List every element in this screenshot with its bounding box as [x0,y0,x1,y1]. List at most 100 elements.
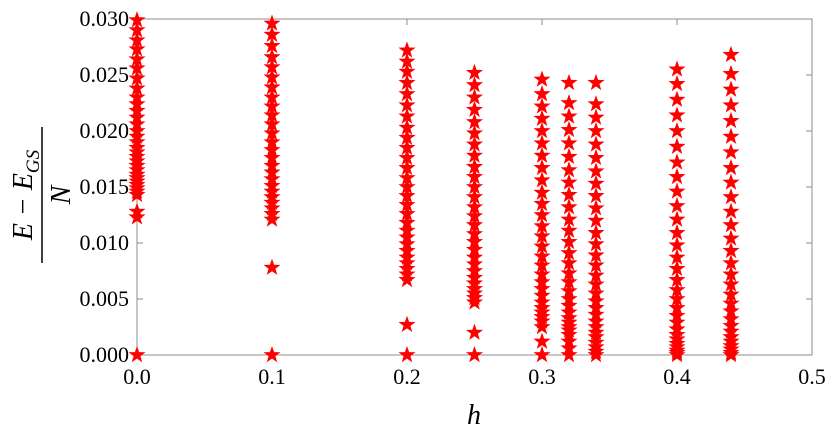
data-point [587,323,605,340]
data-point [587,328,605,345]
data-point [398,235,416,252]
data-point [465,268,484,285]
data-point [263,48,281,65]
data-point [263,97,281,114]
data-point [128,346,146,363]
data-point [533,273,551,290]
data-point [668,106,686,123]
data-point [398,52,416,69]
data-point [560,134,578,151]
data-point [722,265,740,282]
y-tick-label: 0.010 [80,230,130,255]
data-point [128,138,146,156]
data-point [128,152,146,169]
data-point [128,11,146,28]
data-point [263,58,281,75]
data-point [722,202,740,219]
data-point [722,332,740,349]
data-point [263,124,281,141]
data-point [263,346,281,363]
data-point [533,237,551,254]
data-point [560,264,578,281]
x-tick-label: 0.4 [663,364,691,389]
data-point [128,79,146,96]
data-point [722,127,740,144]
data-point [668,270,686,288]
data-point [722,302,740,319]
data-point [465,216,484,233]
data-point [465,113,484,130]
data-point [398,241,416,259]
data-point [587,342,605,359]
data-point [398,62,416,79]
data-point [560,94,578,111]
data-point [465,323,484,340]
data-point [398,213,416,231]
data-point [263,176,281,194]
data-point [587,305,605,322]
data-point [587,256,605,273]
data-point [668,281,686,298]
data-point [398,204,416,222]
data-point [128,127,146,144]
data-markers [128,11,740,363]
data-point [587,298,605,316]
data-point [560,210,578,227]
data-point [398,221,416,238]
data-point [560,339,578,356]
data-point [722,254,740,271]
data-point [560,107,578,124]
data-point [587,211,605,228]
data-point [560,221,578,238]
data-point [533,85,551,102]
data-point [128,161,146,178]
data-point [533,171,551,188]
x-tick-labels: 0.0 0.1 0.2 0.3 0.4 0.5 [123,364,826,389]
data-point [587,162,605,179]
data-point [722,45,740,63]
y-axis-title-subscript: GS [23,149,44,173]
data-point [128,122,146,139]
data-point [128,31,146,48]
data-point [398,128,416,145]
data-point [722,241,740,259]
data-point [668,313,686,330]
data-point [533,217,551,234]
data-point [465,284,484,301]
data-point [533,279,551,297]
data-point [722,158,740,176]
data-point [263,163,281,180]
x-tick-label: 0.1 [258,364,286,389]
data-point [128,40,146,57]
data-point [533,134,551,151]
data-point [722,310,740,327]
data-point [668,60,686,77]
data-point [560,325,578,343]
data-point [533,97,551,114]
data-point [533,194,551,212]
data-point [263,14,281,31]
x-tick-label: 0.5 [798,364,826,389]
data-point [722,216,740,233]
data-point [128,115,146,132]
data-point [533,318,551,335]
data-point [533,122,551,139]
data-point [533,183,551,200]
data-point [533,206,551,223]
data-point [263,68,281,85]
data-point [128,21,146,38]
data-point [263,199,281,216]
data-point [668,298,686,316]
data-point [560,73,578,91]
data-point [587,275,605,292]
x-tick-label: 0.3 [528,364,556,389]
data-point [465,240,484,257]
data-point [128,156,146,173]
data-point [263,156,281,173]
data-point [560,313,578,330]
data-point [668,90,686,107]
data-point [587,95,605,112]
data-point [398,248,416,265]
data-point [533,256,551,273]
data-point [533,146,551,163]
